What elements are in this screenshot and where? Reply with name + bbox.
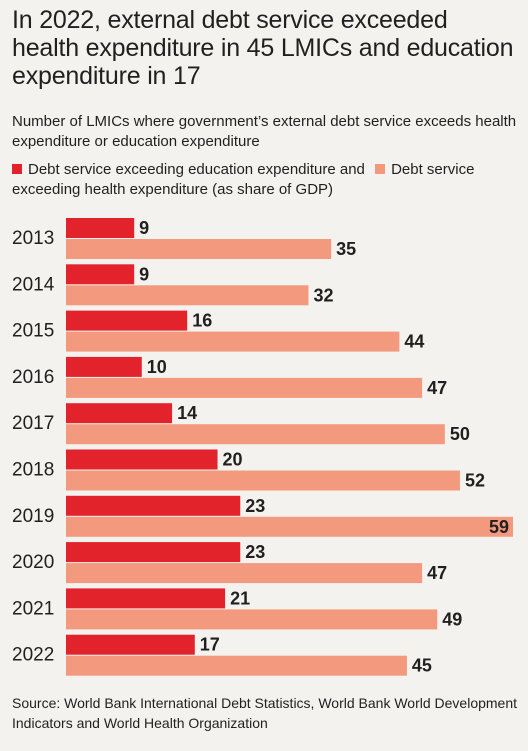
health-value-label-2015: 44 [404,332,424,352]
education-bar-2016 [66,356,142,377]
health-bar-2014 [66,285,309,306]
health-value-label-2020: 47 [427,563,447,583]
health-value-label-2021: 49 [442,609,462,629]
health-value-label-2018: 52 [465,471,485,491]
education-bar-2015 [66,310,188,331]
health-value-label-2019: 59 [489,517,509,537]
year-label-2017: 2017 [12,413,54,434]
chart-subtitle: Number of LMICs where government’s exter… [12,113,517,150]
year-label-2018: 2018 [12,460,54,481]
health-bar-2015 [66,331,400,352]
legend-label-health: Debt service exceeding health expenditur… [12,161,475,198]
year-label-2016: 2016 [12,367,54,388]
education-bar-2019 [66,495,241,516]
education-value-label-2019: 23 [245,496,265,516]
health-bar-2016 [66,377,423,398]
education-bar-2022 [66,634,195,655]
legend: Debt service exceeding education expendi… [12,160,517,200]
health-bar-2013 [66,239,332,259]
legend-item-education: Debt service exceeding education expendi… [12,161,365,178]
health-value-label-2017: 50 [450,424,470,444]
year-label-2013: 2013 [12,228,54,249]
health-value-label-2022: 45 [412,656,432,676]
health-bar-2017 [66,424,445,445]
chart-title: In 2022, external debt service exceeded … [12,6,514,90]
health-value-label-2016: 47 [427,378,447,398]
education-value-label-2021: 21 [230,588,250,608]
education-value-label-2016: 10 [147,357,167,377]
education-value-label-2014: 9 [139,264,149,284]
year-label-2019: 2019 [12,506,54,527]
education-bar-2013 [66,218,135,238]
education-bar-2014 [66,264,135,285]
education-bar-2017 [66,403,173,424]
legend-swatch-education [12,164,22,174]
year-label-2020: 2020 [12,552,54,573]
education-value-label-2022: 17 [200,635,220,655]
legend-label-education: Debt service exceeding education expendi… [28,161,365,178]
year-label-2021: 2021 [12,598,54,619]
health-bar-2018 [66,470,460,491]
education-bar-2021 [66,588,226,609]
source-note: Source: World Bank International Debt St… [12,695,518,731]
education-value-label-2015: 16 [192,311,212,331]
education-bar-2018 [66,449,218,470]
year-label-2014: 2014 [12,274,55,295]
education-value-label-2020: 23 [245,542,265,562]
health-value-label-2014: 32 [313,285,333,305]
education-value-label-2018: 20 [223,450,243,470]
education-bar-2020 [66,542,241,563]
legend-item-health: Debt service exceeding health expenditur… [12,161,474,198]
health-bar-2019 [66,516,513,537]
health-bar-2020 [66,563,423,584]
year-label-2022: 2022 [12,645,54,666]
year-label-2015: 2015 [12,321,54,342]
health-bar-2021 [66,609,438,630]
health-bar-2022 [66,655,407,676]
legend-swatch-health [375,164,386,174]
education-value-label-2017: 14 [177,403,197,423]
health-value-label-2013: 35 [336,239,356,259]
education-value-label-2013: 9 [139,218,149,238]
